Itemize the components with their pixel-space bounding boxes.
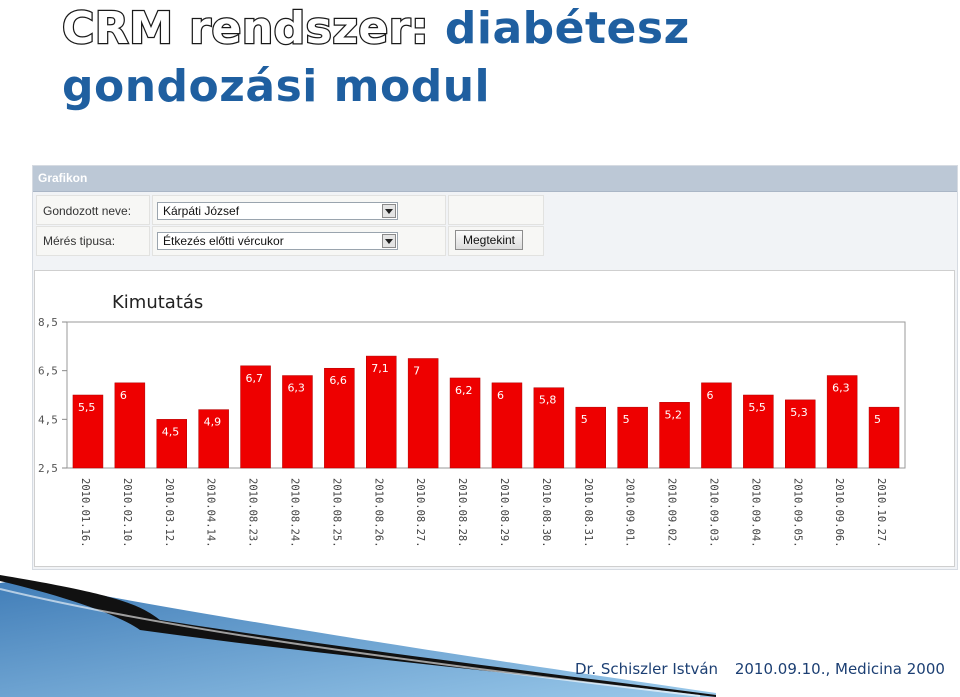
- x-tick-label: 2010.08.30.: [540, 478, 552, 548]
- chart-bar: [701, 382, 732, 469]
- x-tick-label: 2010.09.05.: [791, 478, 803, 548]
- bar-value-label: 5,5: [78, 401, 96, 414]
- bar-value-label: 7,1: [371, 362, 389, 375]
- panel-header-title: Grafikon: [38, 171, 88, 185]
- bar-value-label: 6,3: [832, 382, 850, 395]
- bar-value-label: 6: [120, 389, 127, 402]
- footer-date-event: 2010.09.10., Medicina 2000: [734, 660, 945, 678]
- x-tick-label: 2010.09.01.: [624, 478, 636, 548]
- bar-value-label: 5: [874, 413, 881, 426]
- x-tick-label: 2010.08.31.: [582, 478, 594, 548]
- chart-bar: [868, 406, 900, 469]
- x-tick-label: 2010.08.27.: [414, 478, 426, 548]
- bar-value-label: 4,5: [162, 425, 180, 438]
- bar-value-label: 4,9: [204, 416, 222, 429]
- x-tick-label: 2010.08.25.: [330, 478, 342, 548]
- x-tick-label: 2010.04.14.: [205, 478, 217, 548]
- x-tick-label: 2010.08.26.: [372, 478, 384, 548]
- chart-bar: [240, 365, 271, 469]
- bar-value-label: 6,7: [246, 372, 263, 385]
- x-tick-label: 2010.01.16.: [79, 478, 91, 548]
- x-tick-label: 2010.10.27.: [875, 478, 887, 548]
- patient-label-cell: [36, 195, 150, 225]
- bar-value-label: 5,8: [539, 394, 557, 407]
- bar-value-label: 5,2: [665, 408, 683, 421]
- chart-bar: [659, 402, 690, 469]
- footer-author: Dr. Schiszler István: [575, 660, 719, 678]
- y-tick-label: 6,5: [38, 365, 58, 378]
- plot-area: [66, 321, 906, 469]
- y-tick-label: 8,5: [38, 316, 58, 329]
- chart-bar: [617, 406, 648, 469]
- chart-bar: [324, 367, 355, 469]
- slide-title: CRM rendszer: diabétesz gondozási modul: [61, 0, 690, 116]
- view-button[interactable]: Megtekint: [455, 230, 523, 250]
- x-tick-label: 2010.09.04.: [749, 478, 761, 548]
- patient-select-value: Kárpáti József: [163, 204, 240, 218]
- bar-value-label: 5: [581, 413, 588, 426]
- chart-bar: [743, 394, 774, 469]
- chart-bar: [282, 375, 313, 469]
- chart-bar: [449, 377, 481, 469]
- chart-bar: [156, 419, 187, 469]
- x-tick-label: 2010.09.06.: [833, 478, 845, 548]
- measure-label-cell: [36, 226, 150, 256]
- patient-select[interactable]: Kárpáti József: [157, 202, 398, 220]
- bar-value-label: 7: [413, 365, 420, 378]
- x-tick-label: 2010.09.03.: [707, 478, 719, 548]
- measure-label: Mérés tipusa:: [43, 234, 116, 248]
- chart-title: Kimutatás: [112, 292, 204, 313]
- bar-value-label: 6,6: [329, 374, 347, 387]
- measure-select-value: Étkezés előtti vércukor: [163, 234, 284, 248]
- chart-bar: [491, 382, 523, 469]
- bar-value-label: 6: [706, 389, 713, 402]
- bar-value-label: 6: [497, 389, 504, 402]
- y-tick-label: 4,5: [38, 413, 58, 426]
- chart-bar: [198, 409, 229, 469]
- chart-bar: [407, 358, 439, 469]
- bar-value-label: 5,5: [748, 401, 766, 414]
- measure-select[interactable]: Étkezés előtti vércukor: [157, 232, 398, 250]
- x-tick-label: 2010.09.02.: [666, 478, 678, 548]
- bar-value-label: 6,3: [287, 382, 305, 395]
- x-tick-label: 2010.02.10.: [121, 478, 133, 548]
- bar-value-label: 5,3: [790, 406, 808, 419]
- x-tick-label: 2010.03.12.: [163, 478, 175, 548]
- chevron-down-icon[interactable]: [382, 204, 396, 218]
- chart-bar: [575, 406, 606, 469]
- chart-bar: [72, 394, 104, 469]
- decorative-swoosh: [0, 575, 716, 697]
- chart-bar: [533, 387, 565, 469]
- x-tick-label: 2010.08.23.: [247, 478, 259, 548]
- chart-bar: [785, 399, 816, 469]
- title-line2: gondozási modul: [62, 61, 491, 112]
- footer: Dr. Schiszler István 2010.09.10., Medici…: [575, 660, 960, 678]
- patient-label: Gondozott neve:: [43, 204, 132, 218]
- empty-cell: [448, 195, 544, 225]
- x-tick-label: 2010.08.24.: [288, 478, 300, 548]
- chart-bar: [826, 375, 858, 469]
- x-tick-label: 2010.08.28.: [456, 478, 468, 548]
- x-tick-label: 2010.08.29.: [498, 478, 510, 548]
- chart-bar: [114, 382, 146, 469]
- chart-bar: [366, 355, 397, 469]
- bar-value-label: 6,2: [455, 384, 473, 397]
- title-part1: CRM rendszer:: [61, 2, 430, 56]
- title-part2: diabétesz: [444, 3, 690, 54]
- bar-value-label: 5: [623, 413, 630, 426]
- chevron-down-icon[interactable]: [382, 234, 396, 248]
- y-tick-label: 2,5: [38, 462, 58, 475]
- panel-header: Grafikon: [33, 166, 957, 192]
